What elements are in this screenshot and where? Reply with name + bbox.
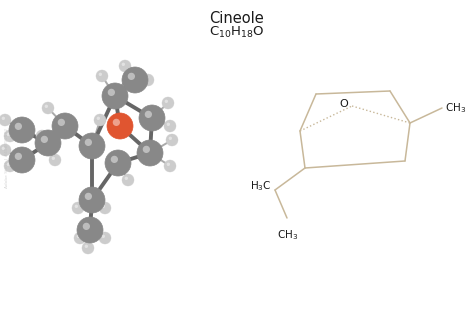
Circle shape — [0, 144, 11, 156]
Circle shape — [101, 235, 105, 238]
Circle shape — [105, 150, 131, 176]
Circle shape — [79, 133, 105, 159]
Circle shape — [119, 60, 131, 72]
Circle shape — [167, 123, 170, 126]
Circle shape — [4, 130, 16, 142]
Circle shape — [124, 67, 136, 79]
Circle shape — [142, 74, 154, 86]
Circle shape — [77, 235, 80, 238]
Text: CH$_3$: CH$_3$ — [277, 228, 299, 242]
Circle shape — [122, 174, 134, 186]
Circle shape — [36, 130, 48, 142]
Circle shape — [15, 123, 22, 130]
Text: C$_{10}$H$_{18}$O: C$_{10}$H$_{18}$O — [209, 25, 265, 40]
Circle shape — [52, 113, 78, 139]
Circle shape — [7, 133, 10, 136]
Circle shape — [9, 147, 35, 173]
Circle shape — [143, 146, 150, 153]
Circle shape — [7, 163, 10, 166]
Circle shape — [169, 137, 172, 140]
Circle shape — [0, 114, 11, 126]
Circle shape — [164, 100, 168, 103]
Circle shape — [128, 73, 135, 80]
Circle shape — [96, 70, 108, 82]
Circle shape — [1, 147, 5, 150]
Circle shape — [107, 113, 133, 139]
Circle shape — [111, 156, 118, 163]
Circle shape — [15, 153, 22, 160]
Circle shape — [137, 140, 163, 166]
Circle shape — [52, 157, 55, 160]
Circle shape — [79, 187, 105, 213]
Circle shape — [77, 217, 103, 243]
Text: Adobe Stock | #498090582: Adobe Stock | #498090582 — [5, 128, 9, 188]
Circle shape — [58, 119, 65, 126]
Circle shape — [74, 232, 86, 244]
Circle shape — [99, 232, 111, 244]
Circle shape — [97, 117, 100, 120]
Circle shape — [85, 139, 92, 146]
Circle shape — [145, 77, 148, 80]
Circle shape — [122, 63, 125, 66]
Circle shape — [108, 89, 115, 96]
Text: O: O — [339, 99, 348, 109]
Circle shape — [122, 67, 148, 93]
Circle shape — [9, 117, 35, 143]
Circle shape — [102, 83, 128, 109]
Circle shape — [83, 223, 90, 230]
Circle shape — [113, 119, 120, 126]
Circle shape — [125, 177, 128, 180]
Circle shape — [164, 120, 176, 132]
Text: H$_3$C: H$_3$C — [250, 179, 272, 193]
Circle shape — [166, 134, 178, 146]
Circle shape — [72, 202, 84, 214]
Circle shape — [139, 105, 165, 131]
Circle shape — [99, 73, 102, 76]
Circle shape — [164, 160, 176, 172]
Circle shape — [145, 111, 152, 118]
Circle shape — [85, 245, 88, 248]
Text: CH$_3$: CH$_3$ — [445, 101, 466, 115]
Circle shape — [85, 193, 92, 200]
Circle shape — [82, 242, 94, 254]
Circle shape — [35, 130, 61, 156]
Circle shape — [74, 205, 78, 208]
Circle shape — [94, 114, 106, 126]
Circle shape — [41, 136, 48, 143]
Circle shape — [127, 70, 130, 73]
Circle shape — [42, 102, 54, 114]
Text: Cineole: Cineole — [210, 11, 264, 26]
Circle shape — [39, 133, 42, 136]
Circle shape — [162, 97, 174, 109]
Circle shape — [4, 160, 16, 172]
Circle shape — [45, 105, 48, 108]
Circle shape — [49, 154, 61, 166]
Circle shape — [167, 163, 170, 166]
Circle shape — [99, 202, 111, 214]
Circle shape — [101, 205, 105, 208]
Circle shape — [1, 117, 5, 120]
